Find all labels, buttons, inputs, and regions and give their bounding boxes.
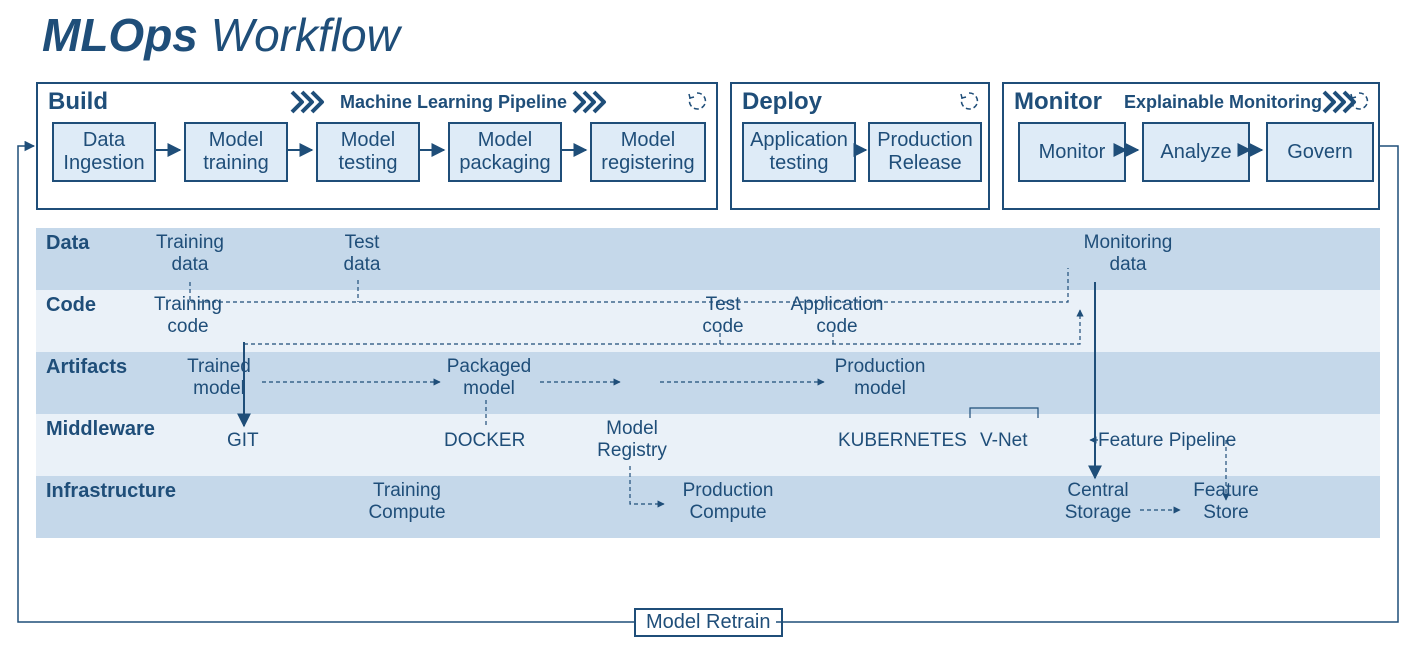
item-packaged-model: Packaged model [444,356,534,400]
monitor-header: Monitor [1014,88,1102,116]
build-box-1: Model training [184,122,288,182]
lane-label: Data [46,232,89,255]
item-training-data: Training data [150,232,230,276]
monitor-box-1: Analyze [1142,122,1250,182]
item-test-code: Test code [693,294,753,338]
cycle-icon [686,90,708,112]
chevrons-icon [290,90,334,119]
lane-data: Data [36,228,1380,290]
chevrons-icon [572,90,616,119]
page-title: MLOps Workflow [42,8,400,62]
build-sublabel: Machine Learning Pipeline [340,92,567,113]
item-central-storage: Central Storage [1058,480,1138,524]
item-feature-pipeline: Feature Pipeline [1098,430,1236,452]
cycle-icon [1348,90,1370,112]
deploy-panel: Deploy Application testing Production Re… [730,82,990,210]
lane-label: Artifacts [46,356,127,379]
item-model-registry: Model Registry [592,418,672,462]
cycle-icon [958,90,980,112]
monitor-sublabel: Explainable Monitoring [1124,92,1322,113]
lane-label: Middleware [46,418,155,441]
title-light: Workflow [198,9,400,61]
lane-label: Code [46,294,96,317]
deploy-box-1: Production Release [868,122,982,182]
item-git: GIT [227,430,259,452]
build-header: Build [48,88,108,116]
item-trained-model: Trained model [179,356,259,400]
item-feature-store: Feature Store [1186,480,1266,524]
item-docker: DOCKER [444,430,525,452]
item-training-code: Training code [148,294,228,338]
monitor-box-2: Govern [1266,122,1374,182]
monitor-panel: Monitor Explainable Monitoring Monitor A… [1002,82,1380,210]
item-production-model: Production model [830,356,930,400]
build-box-2: Model testing [316,122,420,182]
item-vnet: V-Net [980,430,1028,452]
build-box-3: Model packaging [448,122,562,182]
item-production-compute: Production Compute [678,480,778,524]
item-test-data: Test data [332,232,392,276]
item-training-compute: Training Compute [362,480,452,524]
monitor-box-0: Monitor [1018,122,1126,182]
deploy-box-0: Application testing [742,122,856,182]
build-box-4: Model registering [590,122,706,182]
item-monitoring-data: Monitoring data [1078,232,1178,276]
item-kubernetes: KUBERNETES [838,430,967,452]
lane-label: Infrastructure [46,480,176,503]
title-bold: MLOps [42,9,198,61]
build-box-0: Data Ingestion [52,122,156,182]
build-panel: Build Machine Learning Pipeline Data Ing… [36,82,718,210]
deploy-header: Deploy [742,88,822,116]
model-retrain-box: Model Retrain [634,608,783,637]
item-application-code: Application code [782,294,892,338]
